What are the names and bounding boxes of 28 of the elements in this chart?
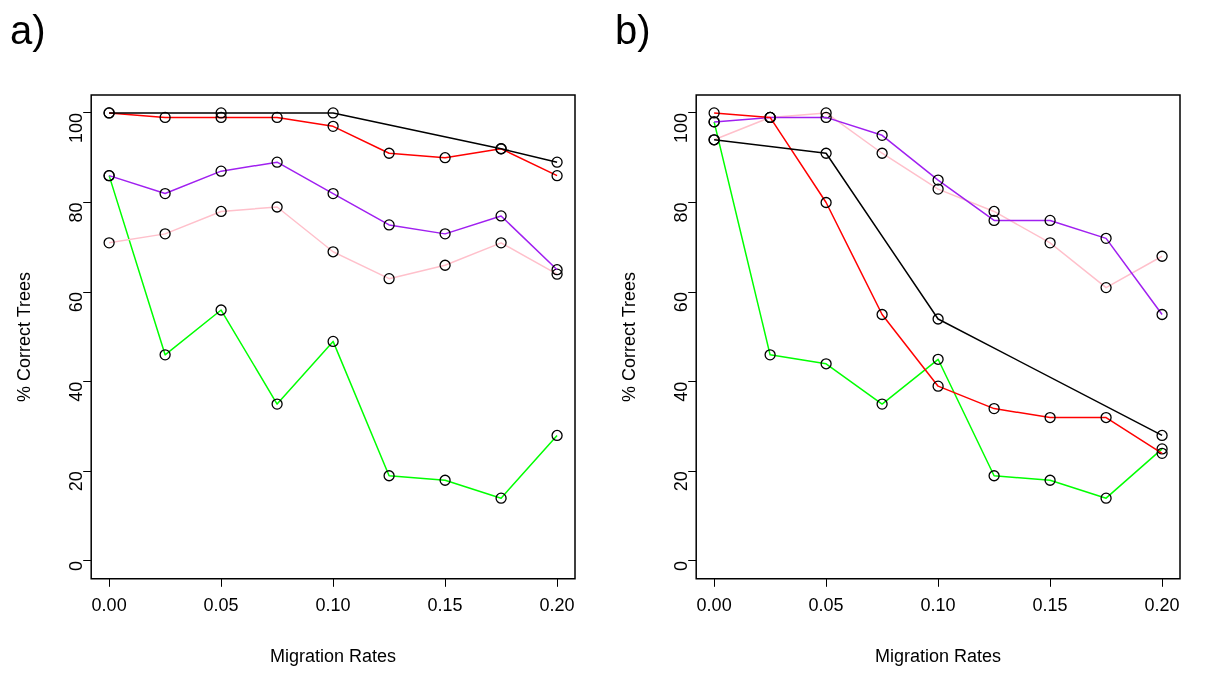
x-tick-label: 0.10 (920, 594, 956, 615)
x-tick-label: 0.20 (539, 594, 575, 615)
y-axis-title: % Correct Trees (13, 271, 34, 402)
chart-title: a) (10, 8, 46, 53)
x-tick-label: 0.00 (91, 594, 127, 615)
x-tick-label: 0.15 (1032, 594, 1068, 615)
x-tick-label: 0.05 (203, 594, 239, 615)
y-tick-label: 60 (671, 292, 692, 313)
y-tick-label: 80 (671, 202, 692, 223)
x-tick-label: 0.05 (808, 594, 844, 615)
y-tick-label: 40 (66, 381, 87, 402)
y-tick-label: 20 (66, 471, 87, 492)
y-tick-label: 0 (671, 560, 692, 571)
y-tick-label: 60 (66, 292, 87, 313)
x-tick-label: 0.15 (427, 594, 463, 615)
y-tick-label: 100 (66, 112, 87, 143)
chart-title: b) (615, 8, 651, 53)
x-tick-label: 0.10 (315, 594, 351, 615)
x-axis-title: Migration Rates (875, 646, 1002, 667)
x-tick-label: 0.00 (696, 594, 732, 615)
y-tick-label: 80 (66, 202, 87, 223)
y-axis-title: % Correct Trees (618, 271, 639, 402)
y-tick-label: 40 (671, 381, 692, 402)
y-tick-label: 20 (671, 471, 692, 492)
x-tick-label: 0.20 (1144, 594, 1180, 615)
y-tick-label: 100 (671, 112, 692, 143)
x-axis-title: Migration Rates (270, 646, 397, 667)
y-tick-label: 0 (66, 560, 87, 571)
